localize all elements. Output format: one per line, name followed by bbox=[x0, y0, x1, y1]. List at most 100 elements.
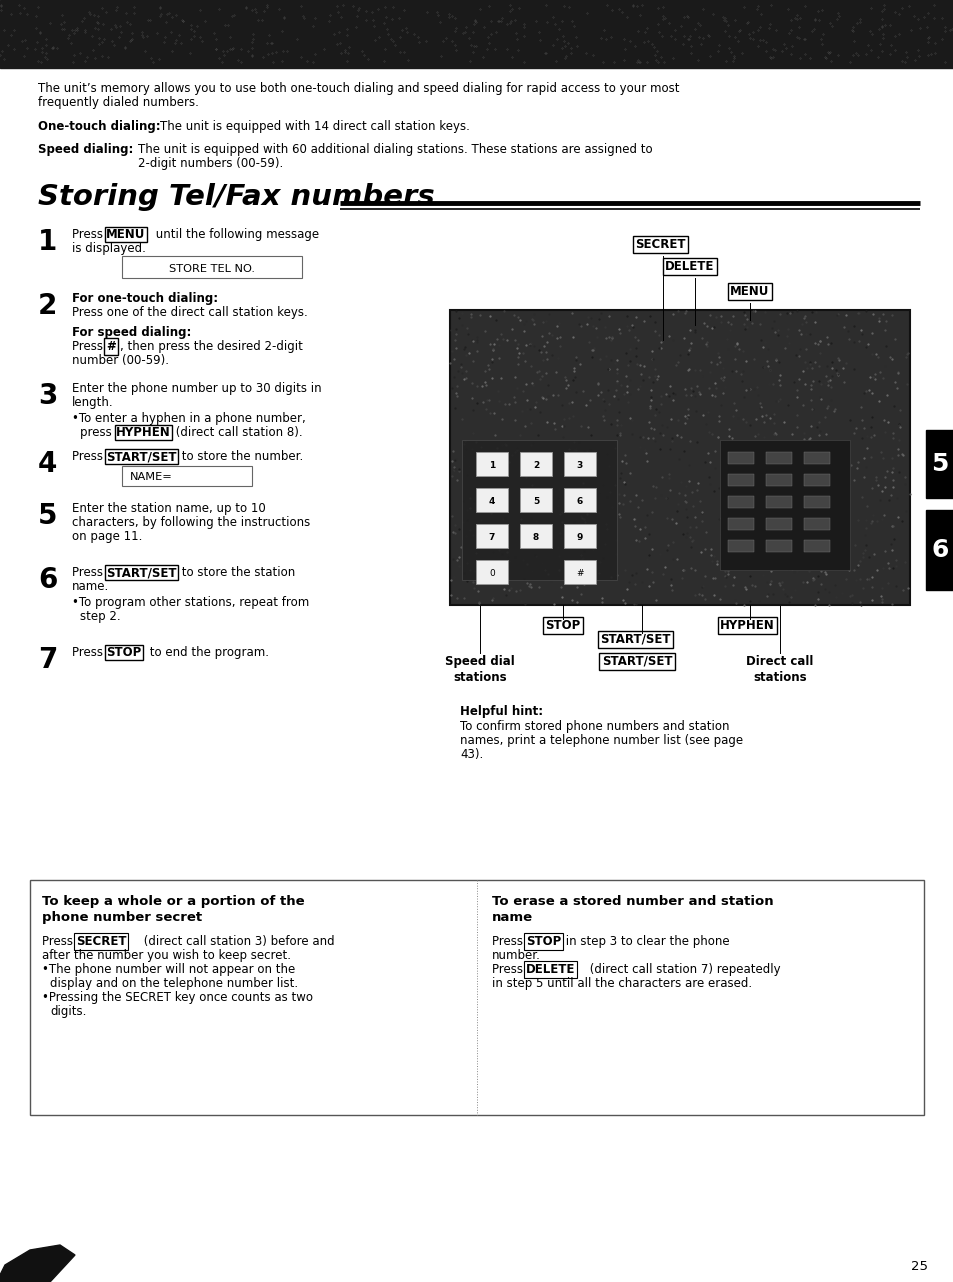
Text: The unit is equipped with 14 direct call station keys.: The unit is equipped with 14 direct call… bbox=[160, 121, 470, 133]
Text: Press: Press bbox=[71, 228, 107, 241]
Text: display and on the telephone number list.: display and on the telephone number list… bbox=[50, 977, 297, 990]
Bar bbox=[803, 474, 829, 486]
Text: to store the number.: to store the number. bbox=[178, 450, 303, 463]
Text: Press: Press bbox=[71, 340, 107, 353]
Text: START/SET: START/SET bbox=[106, 565, 176, 579]
Text: Press: Press bbox=[71, 450, 107, 463]
Text: in step 3 to clear the phone: in step 3 to clear the phone bbox=[561, 935, 729, 947]
Text: 2: 2 bbox=[38, 292, 57, 320]
Text: 6: 6 bbox=[38, 565, 57, 594]
Text: until the following message: until the following message bbox=[152, 228, 319, 241]
Bar bbox=[519, 524, 552, 547]
Text: press: press bbox=[80, 426, 115, 438]
Bar bbox=[925, 510, 953, 590]
Text: DELETE: DELETE bbox=[664, 260, 714, 273]
Text: START/SET: START/SET bbox=[601, 655, 672, 668]
Text: The unit’s memory allows you to use both one-touch dialing and speed dialing for: The unit’s memory allows you to use both… bbox=[38, 82, 679, 95]
Text: step 2.: step 2. bbox=[80, 610, 120, 623]
Bar bbox=[476, 524, 507, 547]
Text: #: # bbox=[106, 340, 115, 353]
Text: MENU: MENU bbox=[729, 285, 768, 297]
Text: One-touch dialing:: One-touch dialing: bbox=[38, 121, 160, 133]
Text: Enter the phone number up to 30 digits in: Enter the phone number up to 30 digits i… bbox=[71, 382, 321, 395]
Text: length.: length. bbox=[71, 396, 113, 409]
Text: Storing Tel/Fax numbers: Storing Tel/Fax numbers bbox=[38, 183, 435, 212]
Text: HYPHEN: HYPHEN bbox=[720, 619, 774, 632]
Text: Helpful hint:: Helpful hint: bbox=[459, 705, 542, 718]
Text: to end the program.: to end the program. bbox=[146, 646, 269, 659]
Text: Enter the station name, up to 10: Enter the station name, up to 10 bbox=[71, 503, 266, 515]
Text: is displayed.: is displayed. bbox=[71, 242, 146, 255]
Text: SECRET: SECRET bbox=[635, 238, 685, 251]
Bar bbox=[476, 488, 507, 512]
Text: To erase a stored number and station: To erase a stored number and station bbox=[492, 895, 773, 908]
Text: Press: Press bbox=[42, 935, 76, 947]
Text: Speed dialing:: Speed dialing: bbox=[38, 144, 133, 156]
Bar bbox=[765, 496, 791, 508]
Text: To keep a whole or a portion of the: To keep a whole or a portion of the bbox=[42, 895, 304, 908]
Text: in step 5 until all the characters are erased.: in step 5 until all the characters are e… bbox=[492, 977, 751, 990]
Text: For one-touch dialing:: For one-touch dialing: bbox=[71, 292, 218, 305]
Text: The unit is equipped with 60 additional dialing stations. These stations are ass: The unit is equipped with 60 additional … bbox=[138, 144, 652, 156]
Bar bbox=[720, 440, 849, 570]
Bar bbox=[925, 429, 953, 497]
Bar bbox=[476, 560, 507, 585]
Text: For speed dialing:: For speed dialing: bbox=[71, 326, 192, 338]
Polygon shape bbox=[0, 1245, 75, 1282]
Bar bbox=[765, 518, 791, 529]
Text: (direct call station 7) repeatedly: (direct call station 7) repeatedly bbox=[585, 963, 780, 976]
Text: •The phone number will not appear on the: •The phone number will not appear on the bbox=[42, 963, 294, 976]
Bar bbox=[803, 540, 829, 553]
Text: 25: 25 bbox=[910, 1260, 927, 1273]
Bar bbox=[519, 488, 552, 512]
Text: 4: 4 bbox=[38, 450, 57, 478]
Text: 5: 5 bbox=[930, 453, 947, 476]
Text: Press one of the direct call station keys.: Press one of the direct call station key… bbox=[71, 306, 308, 319]
Text: 1: 1 bbox=[488, 460, 495, 469]
Text: (direct call station 3) before and: (direct call station 3) before and bbox=[140, 935, 335, 947]
Text: Direct call
stations: Direct call stations bbox=[745, 655, 813, 685]
Text: Press: Press bbox=[71, 565, 107, 579]
Text: frequently dialed numbers.: frequently dialed numbers. bbox=[38, 96, 198, 109]
Text: Speed dial
stations: Speed dial stations bbox=[445, 655, 515, 685]
Text: name.: name. bbox=[71, 579, 110, 594]
Bar bbox=[727, 453, 753, 464]
Bar bbox=[765, 474, 791, 486]
Text: 1: 1 bbox=[38, 228, 57, 256]
Text: HYPHEN: HYPHEN bbox=[116, 426, 171, 438]
Text: #: # bbox=[576, 568, 583, 577]
Text: DELETE: DELETE bbox=[525, 963, 575, 976]
Text: number (00-59).: number (00-59). bbox=[71, 354, 169, 367]
Bar bbox=[461, 440, 617, 579]
Bar bbox=[727, 496, 753, 508]
Bar bbox=[727, 518, 753, 529]
Text: 4: 4 bbox=[488, 496, 495, 505]
Text: digits.: digits. bbox=[50, 1005, 87, 1018]
Text: 0: 0 bbox=[489, 568, 495, 577]
Bar bbox=[122, 465, 252, 486]
Text: STOP: STOP bbox=[544, 619, 579, 632]
Text: 9: 9 bbox=[577, 532, 582, 541]
Bar bbox=[727, 474, 753, 486]
Bar bbox=[450, 310, 909, 605]
Text: 6: 6 bbox=[577, 496, 582, 505]
Text: after the number you wish to keep secret.: after the number you wish to keep secret… bbox=[42, 949, 291, 962]
Bar bbox=[803, 453, 829, 464]
Bar bbox=[765, 453, 791, 464]
Text: 2: 2 bbox=[533, 460, 538, 469]
Bar bbox=[519, 453, 552, 476]
Text: 5: 5 bbox=[533, 496, 538, 505]
Bar bbox=[803, 518, 829, 529]
Text: NAME=: NAME= bbox=[130, 473, 172, 482]
Text: name: name bbox=[492, 912, 533, 924]
Text: 3: 3 bbox=[38, 382, 57, 410]
Text: MENU: MENU bbox=[106, 228, 145, 241]
Text: , then press the desired 2-digit: , then press the desired 2-digit bbox=[120, 340, 302, 353]
Text: •Pressing the SECRET key once counts as two: •Pressing the SECRET key once counts as … bbox=[42, 991, 313, 1004]
Text: 3: 3 bbox=[577, 460, 582, 469]
Text: 2-digit numbers (00-59).: 2-digit numbers (00-59). bbox=[138, 156, 283, 171]
Bar bbox=[563, 560, 596, 585]
Text: Press: Press bbox=[492, 963, 526, 976]
Bar bbox=[563, 488, 596, 512]
Text: •To program other stations, repeat from: •To program other stations, repeat from bbox=[71, 596, 309, 609]
